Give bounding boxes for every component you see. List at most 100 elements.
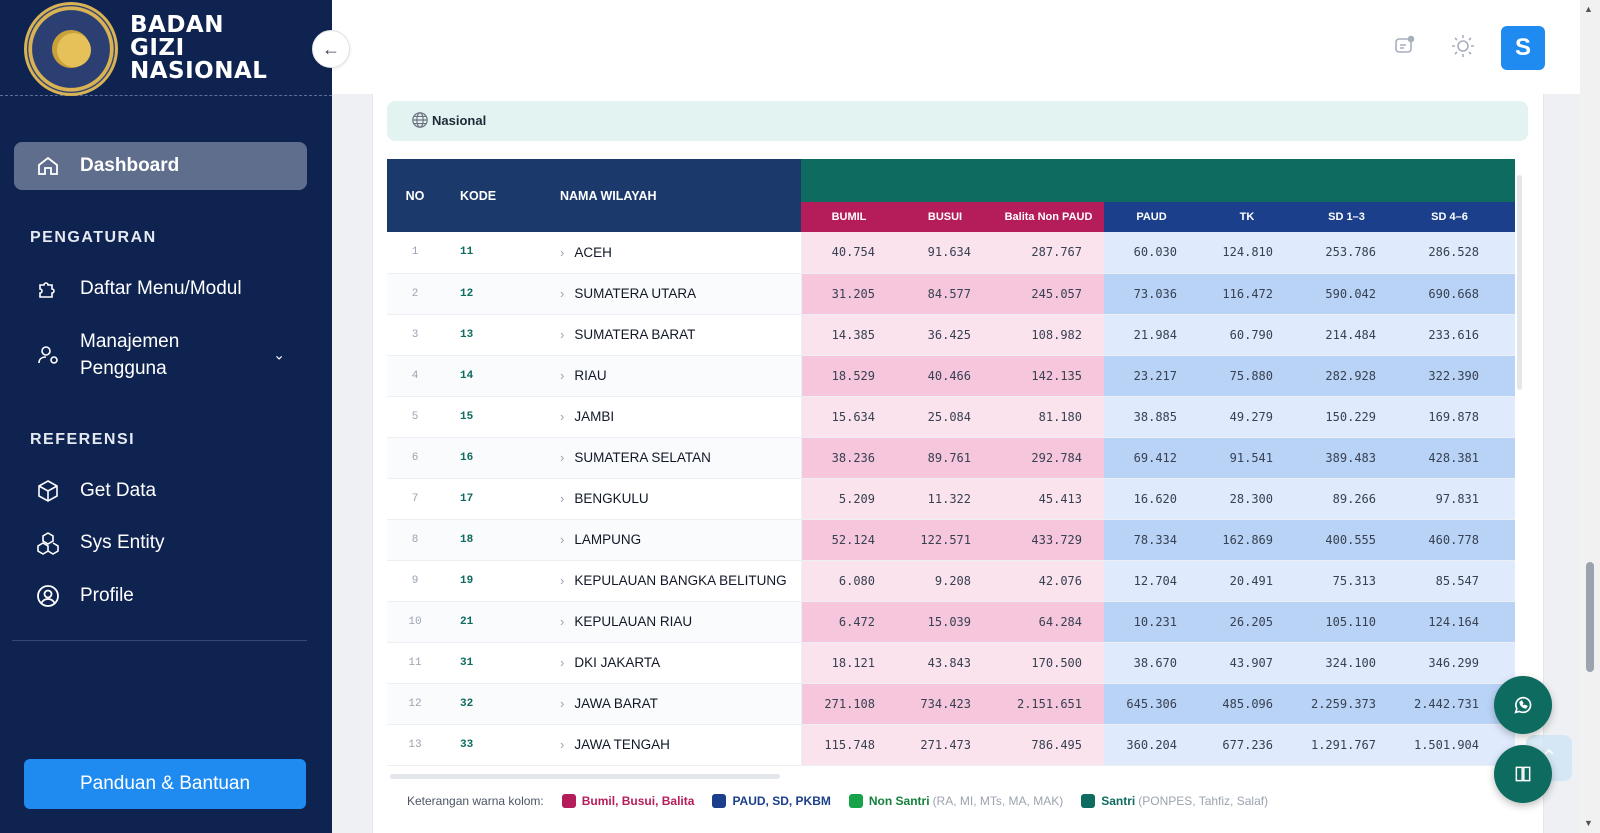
cube-icon <box>34 477 62 505</box>
cell-value: 97.831 <box>1398 478 1501 520</box>
table-row[interactable]: 1 11 › ACEH 40.754 91.634 287.767 60.030 124.810… <box>387 232 1515 274</box>
region-name: SUMATERA BARAT <box>574 327 696 342</box>
window-scrollbar-thumb[interactable] <box>1586 562 1594 672</box>
cell-kode: 12 <box>443 273 543 315</box>
table-row[interactable]: 12 32 › JAWA BARAT 271.108 734.423 2.151.651 64… <box>387 683 1515 725</box>
table-row[interactable]: 3 13 › SUMATERA BARAT 14.385 36.425 108.982 21.… <box>387 314 1515 356</box>
cell-nama-wilayah[interactable]: › RIAU <box>543 355 802 397</box>
cell-value: 245.057 <box>993 273 1104 315</box>
table-vertical-scrollbar[interactable] <box>1517 175 1522 390</box>
cell-kode: 15 <box>443 396 543 438</box>
chevron-right-icon[interactable]: › <box>560 244 565 260</box>
table-row[interactable]: 8 18 › LAMPUNG 52.124 122.571 433.729 78.334 162… <box>387 519 1515 561</box>
sidebar-item-profile[interactable]: Profile <box>14 579 307 613</box>
cell-value: 18.121 <box>801 642 897 684</box>
cell-value: 21.984 <box>1104 314 1199 356</box>
whatsapp-button[interactable] <box>1494 676 1552 734</box>
sidebar-item-dashboard[interactable]: Dashboard <box>14 142 307 190</box>
cell-no: 5 <box>387 396 443 438</box>
cell-value: 690.668 <box>1398 273 1501 315</box>
table-row[interactable]: 9 19 › KEPULAUAN BANGKA BELITUNG 6.080 9.208 4… <box>387 560 1515 602</box>
scroll-down-arrow-icon[interactable]: ▼ <box>1584 818 1593 828</box>
cell-nama-wilayah[interactable]: › LAMPUNG <box>543 519 802 561</box>
region-breadcrumb[interactable]: Nasional <box>387 101 1528 141</box>
section-title-pengaturan: PENGATURAN <box>30 229 157 246</box>
cell-nama-wilayah[interactable]: › JAMBI <box>543 396 802 438</box>
horizontal-scrollbar[interactable] <box>390 774 780 779</box>
cell-nama-wilayah[interactable]: › SUMATERA BARAT <box>543 314 802 356</box>
chevron-right-icon[interactable]: › <box>560 573 565 588</box>
cell-nama-wilayah[interactable]: › JAWA TENGAH <box>543 724 802 766</box>
cell-overflow <box>1501 314 1515 356</box>
table-row[interactable]: 13 33 › JAWA TENGAH 115.748 271.473 786.495 360… <box>387 724 1515 766</box>
col-header-bumil: BUMIL <box>801 202 897 232</box>
table-row[interactable]: 7 17 › BENGKULU 5.209 11.322 45.413 16.620 28.30… <box>387 478 1515 520</box>
cell-nama-wilayah[interactable]: › KEPULAUAN RIAU <box>543 601 802 643</box>
cell-nama-wilayah[interactable]: › SUMATERA UTARA <box>543 273 802 315</box>
cell-nama-wilayah[interactable]: › ACEH <box>543 232 802 274</box>
brand-header: BADAN GIZI NASIONAL <box>0 0 332 96</box>
notification-icon[interactable] <box>1391 34 1417 60</box>
scroll-up-arrow-icon[interactable]: ▲ <box>1584 4 1593 14</box>
cell-nama-wilayah[interactable]: › JAWA BARAT <box>543 683 802 725</box>
cell-value: 36.425 <box>897 314 993 356</box>
chevron-right-icon[interactable]: › <box>560 491 565 506</box>
cell-value: 645.306 <box>1104 683 1199 725</box>
cell-value: 116.472 <box>1199 273 1295 315</box>
table-row[interactable]: 2 12 › SUMATERA UTARA 31.205 84.577 245.057 73.… <box>387 273 1515 315</box>
cell-value: 89.266 <box>1295 478 1398 520</box>
cell-kode: 14 <box>443 355 543 397</box>
cell-nama-wilayah[interactable]: › BENGKULU <box>543 478 802 520</box>
cell-overflow <box>1501 437 1515 479</box>
chevron-right-icon[interactable]: › <box>560 696 565 711</box>
sidebar-item-get-data[interactable]: Get Data <box>14 474 307 508</box>
cell-no: 1 <box>387 232 443 274</box>
window-scrollbar[interactable] <box>1580 0 1600 833</box>
guide-book-button[interactable] <box>1494 745 1552 803</box>
sidebar-item-label: Profile <box>80 585 134 606</box>
chevron-right-icon[interactable]: › <box>560 532 565 547</box>
cell-nama-wilayah[interactable]: › SUMATERA SELATAN <box>543 437 802 479</box>
table-row[interactable]: 5 15 › JAMBI 15.634 25.084 81.180 38.885 49.279 1… <box>387 396 1515 438</box>
table-body: 1 11 › ACEH 40.754 91.634 287.767 60.030 124.810… <box>387 232 1515 766</box>
chevron-right-icon[interactable]: › <box>560 737 565 752</box>
chevron-right-icon[interactable]: › <box>560 450 565 465</box>
book-icon <box>1515 766 1531 782</box>
cell-no: 9 <box>387 560 443 602</box>
sidebar-collapse-button[interactable]: ← <box>312 30 350 68</box>
cell-value: 122.571 <box>897 519 993 561</box>
chevron-right-icon[interactable]: › <box>560 409 565 424</box>
chevron-right-icon[interactable]: › <box>560 368 565 383</box>
cell-value: 78.334 <box>1104 519 1199 561</box>
sidebar-item-manajemen-pengguna[interactable]: Manajemen Pengguna ⌄ <box>14 326 307 384</box>
cell-value: 52.124 <box>801 519 897 561</box>
table-row[interactable]: 4 14 › RIAU 18.529 40.466 142.135 23.217 75.880 2… <box>387 355 1515 397</box>
theme-sun-icon[interactable] <box>1450 34 1476 60</box>
cell-nama-wilayah[interactable]: › DKI JAKARTA <box>543 642 802 684</box>
table-row[interactable]: 11 31 › DKI JAKARTA 18.121 43.843 170.500 38.67… <box>387 642 1515 684</box>
chevron-right-icon[interactable]: › <box>560 286 565 301</box>
cell-value: 124.810 <box>1199 232 1295 274</box>
cell-overflow <box>1501 232 1515 274</box>
cell-value: 73.036 <box>1104 273 1199 315</box>
cubes-icon <box>34 529 62 557</box>
cell-no: 10 <box>387 601 443 643</box>
data-table-container[interactable]: NO KODE NAMA WILAYAH BUMIL BUSUI Balita … <box>387 159 1515 771</box>
cell-no: 6 <box>387 437 443 479</box>
table-row[interactable]: 10 21 › KEPULAUAN RIAU 6.472 15.039 64.284 10.2… <box>387 601 1515 643</box>
table-row[interactable]: 6 16 › SUMATERA SELATAN 38.236 89.761 292.784 6… <box>387 437 1515 479</box>
cell-overflow <box>1501 355 1515 397</box>
cell-value: 84.577 <box>897 273 993 315</box>
sidebar-item-sys-entity[interactable]: Sys Entity <box>14 526 307 560</box>
cell-value: 75.313 <box>1295 560 1398 602</box>
cell-value: 142.135 <box>993 355 1104 397</box>
region-name: RIAU <box>574 368 607 383</box>
help-guide-button[interactable]: Panduan & Bantuan <box>24 759 306 809</box>
cell-nama-wilayah[interactable]: › KEPULAUAN BANGKA BELITUNG <box>543 560 802 602</box>
user-avatar-button[interactable]: S <box>1501 26 1545 70</box>
cell-value: 26.205 <box>1199 601 1295 643</box>
chevron-right-icon[interactable]: › <box>560 655 565 670</box>
sidebar-item-menu-modul[interactable]: Daftar Menu/Modul <box>14 272 307 306</box>
chevron-right-icon[interactable]: › <box>560 327 565 342</box>
chevron-right-icon[interactable]: › <box>560 614 565 629</box>
